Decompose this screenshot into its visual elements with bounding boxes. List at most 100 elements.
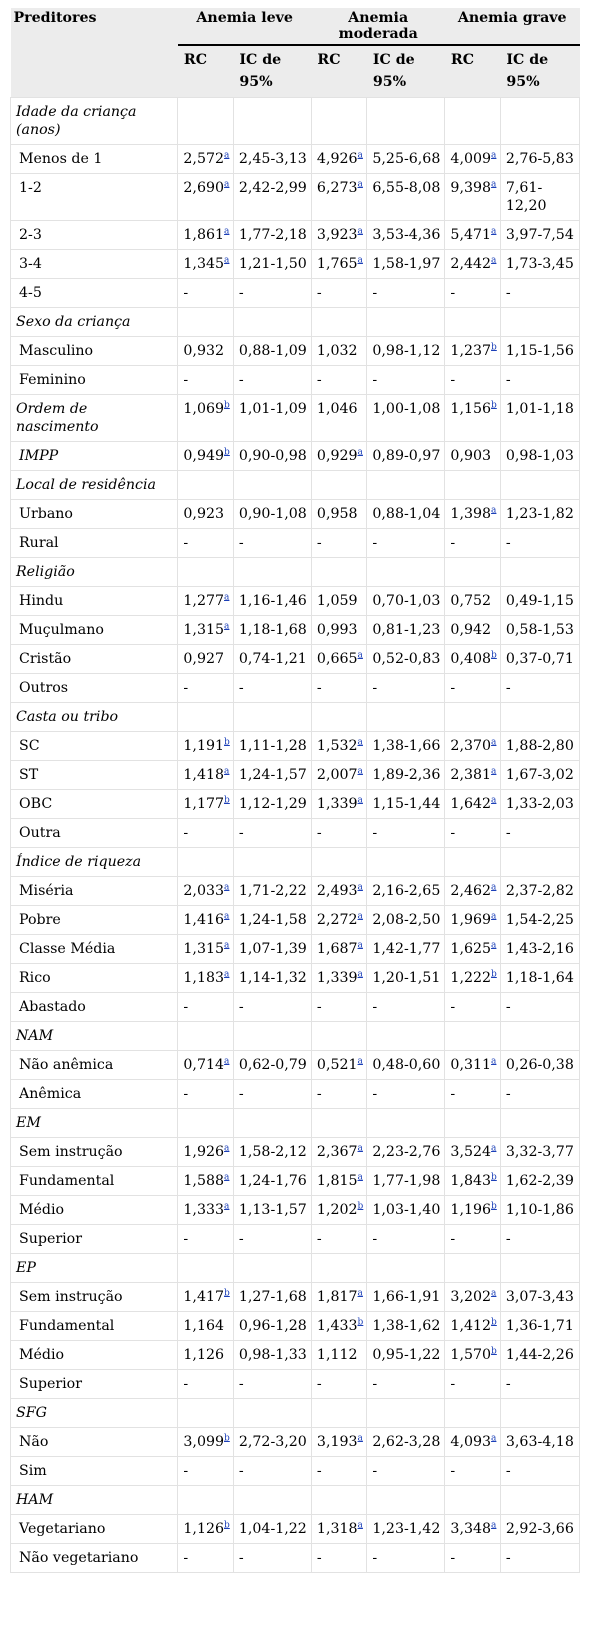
footnote-link[interactable]: a — [357, 255, 363, 266]
cell-value: 6,273 — [316, 180, 358, 196]
footnote-link[interactable]: a — [491, 1433, 497, 1444]
footnote-link[interactable]: a — [357, 911, 363, 922]
rc-cell: 3,202a — [444, 1282, 501, 1312]
footnote-link[interactable]: a — [224, 150, 230, 161]
footnote-link[interactable]: a — [491, 1288, 497, 1299]
rc-cell: - — [310, 1456, 368, 1486]
footnote-link[interactable]: a — [357, 1288, 363, 1299]
subheader-ci: IC de 95% — [366, 45, 445, 98]
footnote-link[interactable]: b — [491, 342, 497, 353]
footnote-link[interactable]: a — [357, 940, 363, 951]
footnote-link[interactable]: a — [491, 1056, 497, 1067]
rc-cell: 1,417b — [177, 1282, 234, 1312]
footnote-link[interactable]: b — [224, 400, 230, 411]
rc-cell: 1,202b — [310, 1195, 368, 1225]
footnote-link[interactable]: a — [491, 940, 497, 951]
footnote-link[interactable]: a — [491, 255, 497, 266]
footnote-link[interactable]: a — [357, 1520, 363, 1531]
ci-cell: 1,27-1,68 — [232, 1282, 312, 1312]
footnote-link[interactable]: a — [224, 766, 230, 777]
ci-cell: 1,24-1,57 — [232, 760, 312, 790]
cell-value: 1,237 — [450, 343, 492, 359]
footnote-link[interactable]: a — [357, 150, 363, 161]
footnote-link[interactable]: b — [224, 1520, 230, 1531]
cell-value: 1,36-1,71 — [505, 1318, 574, 1334]
footnote-link[interactable]: b — [491, 969, 497, 980]
footnote-link[interactable]: a — [357, 766, 363, 777]
footnote-link[interactable]: a — [224, 1172, 230, 1183]
footnote-link[interactable]: a — [357, 737, 363, 748]
cell-value: 1,88-2,80 — [505, 738, 574, 754]
footnote-link[interactable]: a — [357, 882, 363, 893]
footnote-link[interactable]: b — [224, 737, 230, 748]
footnote-link[interactable]: a — [491, 1520, 497, 1531]
rc-cell — [444, 847, 501, 877]
footnote-link[interactable]: b — [491, 400, 497, 411]
footnote-link[interactable]: a — [224, 1143, 230, 1154]
cell-value: 0,49-1,15 — [505, 593, 574, 609]
row-label: Hindu — [9, 586, 179, 616]
footnote-link[interactable]: a — [224, 882, 230, 893]
footnote-link[interactable]: a — [491, 882, 497, 893]
footnote-link[interactable]: a — [491, 226, 497, 237]
footnote-link[interactable]: a — [357, 1172, 363, 1183]
ci-cell: 0,89-0,97 — [366, 441, 446, 471]
footnote-link[interactable]: a — [224, 255, 230, 266]
footnote-link[interactable]: a — [491, 737, 497, 748]
footnote-link[interactable]: a — [357, 1056, 363, 1067]
footnote-link[interactable]: b — [491, 1317, 497, 1328]
footnote-link[interactable]: a — [357, 226, 363, 237]
footnote-link[interactable]: a — [224, 226, 230, 237]
footnote-link[interactable]: a — [224, 940, 230, 951]
footnote-link[interactable]: a — [357, 795, 363, 806]
footnote-link[interactable]: b — [357, 1201, 364, 1212]
footnote-link[interactable]: a — [224, 969, 230, 980]
rc-cell — [444, 702, 501, 732]
ci-cell: - — [232, 1456, 312, 1486]
rc-cell — [177, 702, 234, 732]
row-label: Pobre — [9, 905, 179, 935]
table-row: OBC 1,177b 1,12-1,29 1,339a 1,15-1,44 1,642a 1… — [9, 789, 581, 819]
footnote-link[interactable]: a — [357, 1433, 363, 1444]
footnote-link[interactable]: b — [224, 1288, 230, 1299]
footnote-link[interactable]: a — [491, 766, 497, 777]
footnote-link[interactable]: a — [491, 179, 497, 190]
cell-value: 1,196 — [450, 1202, 492, 1218]
footnote-link[interactable]: a — [224, 592, 230, 603]
footnote-link[interactable]: b — [491, 1201, 497, 1212]
footnote-link[interactable]: a — [224, 1056, 230, 1067]
footnote-link[interactable]: b — [491, 650, 497, 661]
footnote-link[interactable]: a — [357, 179, 363, 190]
section-label: Religião — [9, 557, 179, 587]
footnote-link[interactable]: b — [224, 795, 230, 806]
footnote-link[interactable]: a — [357, 447, 363, 458]
footnote-link[interactable]: b — [491, 1172, 497, 1183]
footnote-link[interactable]: b — [224, 1433, 230, 1444]
cell-value: 1,315 — [183, 622, 225, 638]
footnote-link[interactable]: a — [357, 650, 363, 661]
cell-value: 5,471 — [450, 227, 492, 243]
footnote-link[interactable]: a — [491, 911, 497, 922]
footnote-link[interactable]: b — [491, 1346, 497, 1357]
footnote-link[interactable]: b — [357, 1317, 364, 1328]
ci-cell: - — [366, 1079, 446, 1109]
footnote-link[interactable]: a — [491, 150, 497, 161]
footnote-link[interactable]: a — [224, 621, 230, 632]
section-row: EP — [9, 1253, 581, 1283]
footnote-link[interactable]: a — [491, 1143, 497, 1154]
footnote-link[interactable]: a — [491, 505, 497, 516]
cell-value: 1,23-1,42 — [372, 1521, 441, 1537]
footnote-link[interactable]: a — [224, 179, 230, 190]
rc-cell: 2,572a — [177, 144, 234, 174]
footnote-link[interactable]: b — [224, 447, 230, 458]
footnote-link[interactable]: a — [224, 1201, 230, 1212]
cell-value: - — [316, 825, 322, 841]
ci-cell: 0,96-1,28 — [232, 1311, 312, 1341]
ci-cell: 0,49-1,15 — [499, 586, 581, 616]
footnote-link[interactable]: a — [491, 795, 497, 806]
ci-cell — [366, 1108, 446, 1138]
footnote-link[interactable]: a — [224, 911, 230, 922]
footnote-link[interactable]: a — [357, 969, 363, 980]
cell-value: 2,370 — [450, 738, 492, 754]
footnote-link[interactable]: a — [357, 1143, 363, 1154]
